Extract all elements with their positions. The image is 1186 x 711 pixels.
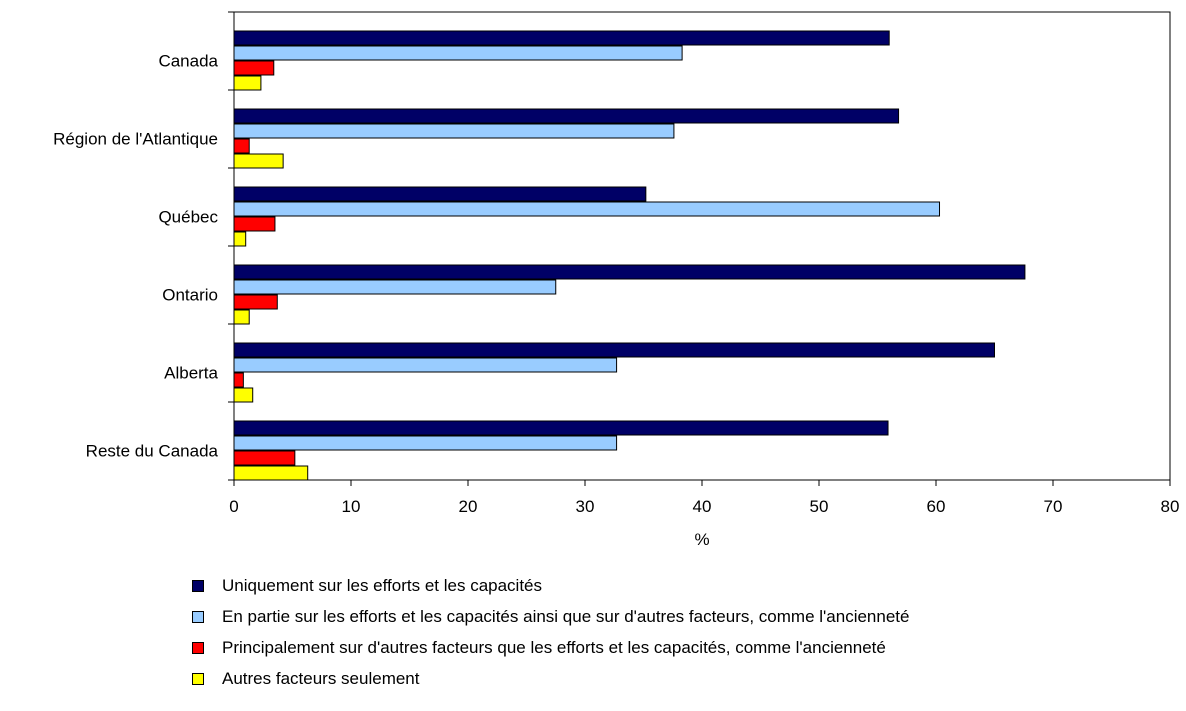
category-label: Canada <box>158 52 218 71</box>
x-tick-label: 50 <box>810 497 829 516</box>
category-labels: Canada Région de l'Atlantique Québec Ontari… <box>53 52 218 461</box>
legend-label: Autres facteurs seulement <box>222 668 420 688</box>
plot-frame <box>233 11 1171 481</box>
x-tick-label: 70 <box>1044 497 1063 516</box>
x-tick-label: 80 <box>1161 497 1180 516</box>
bar <box>233 279 557 295</box>
x-tick-label: 40 <box>693 497 712 516</box>
bar <box>233 450 296 466</box>
x-tick-label: 10 <box>342 497 361 516</box>
bar <box>233 387 254 403</box>
bar <box>233 186 647 202</box>
bar <box>233 108 900 124</box>
bar <box>233 465 309 481</box>
legend-swatch <box>192 579 204 592</box>
category-label: Alberta <box>164 364 218 383</box>
bars-group <box>233 30 1026 481</box>
category-label: Région de l'Atlantique <box>53 130 218 149</box>
bar-chart: Canada Région de l'Atlantique Québec Ontari… <box>53 11 1180 549</box>
bar <box>233 60 275 76</box>
legend: Uniquement sur les efforts et les capaci… <box>192 570 909 694</box>
bar <box>233 294 278 310</box>
bar <box>233 264 1026 280</box>
x-tick-label: 30 <box>576 497 595 516</box>
legend-swatch <box>192 672 204 685</box>
legend-swatch <box>192 610 204 623</box>
bar <box>233 372 244 388</box>
category-label: Ontario <box>162 286 218 305</box>
legend-item: Principalement sur d'autres facteurs que… <box>192 632 909 663</box>
bar <box>233 138 250 154</box>
legend-swatch <box>192 641 204 654</box>
bar <box>233 231 247 247</box>
x-tick-label: 20 <box>459 497 478 516</box>
category-label: Québec <box>158 208 218 227</box>
legend-label: Principalement sur d'autres facteurs que… <box>222 637 886 657</box>
bar <box>233 123 675 139</box>
legend-item: En partie sur les efforts et les capacit… <box>192 601 909 632</box>
x-axis-label: % <box>694 530 709 549</box>
bar <box>233 30 890 46</box>
bar <box>233 45 683 61</box>
bar <box>233 153 284 169</box>
bar <box>233 420 889 436</box>
legend-item: Uniquement sur les efforts et les capaci… <box>192 570 909 601</box>
bar <box>233 216 276 232</box>
bar <box>233 357 618 373</box>
bar <box>233 342 995 358</box>
x-tick-label: 60 <box>927 497 946 516</box>
bar <box>233 309 250 325</box>
bar <box>233 435 618 451</box>
x-tick-label: 0 <box>229 497 238 516</box>
x-axis: 0 10 20 30 40 50 60 70 80 <box>228 11 1180 516</box>
legend-label: Uniquement sur les efforts et les capaci… <box>222 575 543 595</box>
category-label: Reste du Canada <box>86 442 219 461</box>
legend-label: En partie sur les efforts et les capacit… <box>222 606 910 626</box>
bar <box>233 75 262 91</box>
bar <box>233 201 941 217</box>
legend-item: Autres facteurs seulement <box>192 663 909 694</box>
